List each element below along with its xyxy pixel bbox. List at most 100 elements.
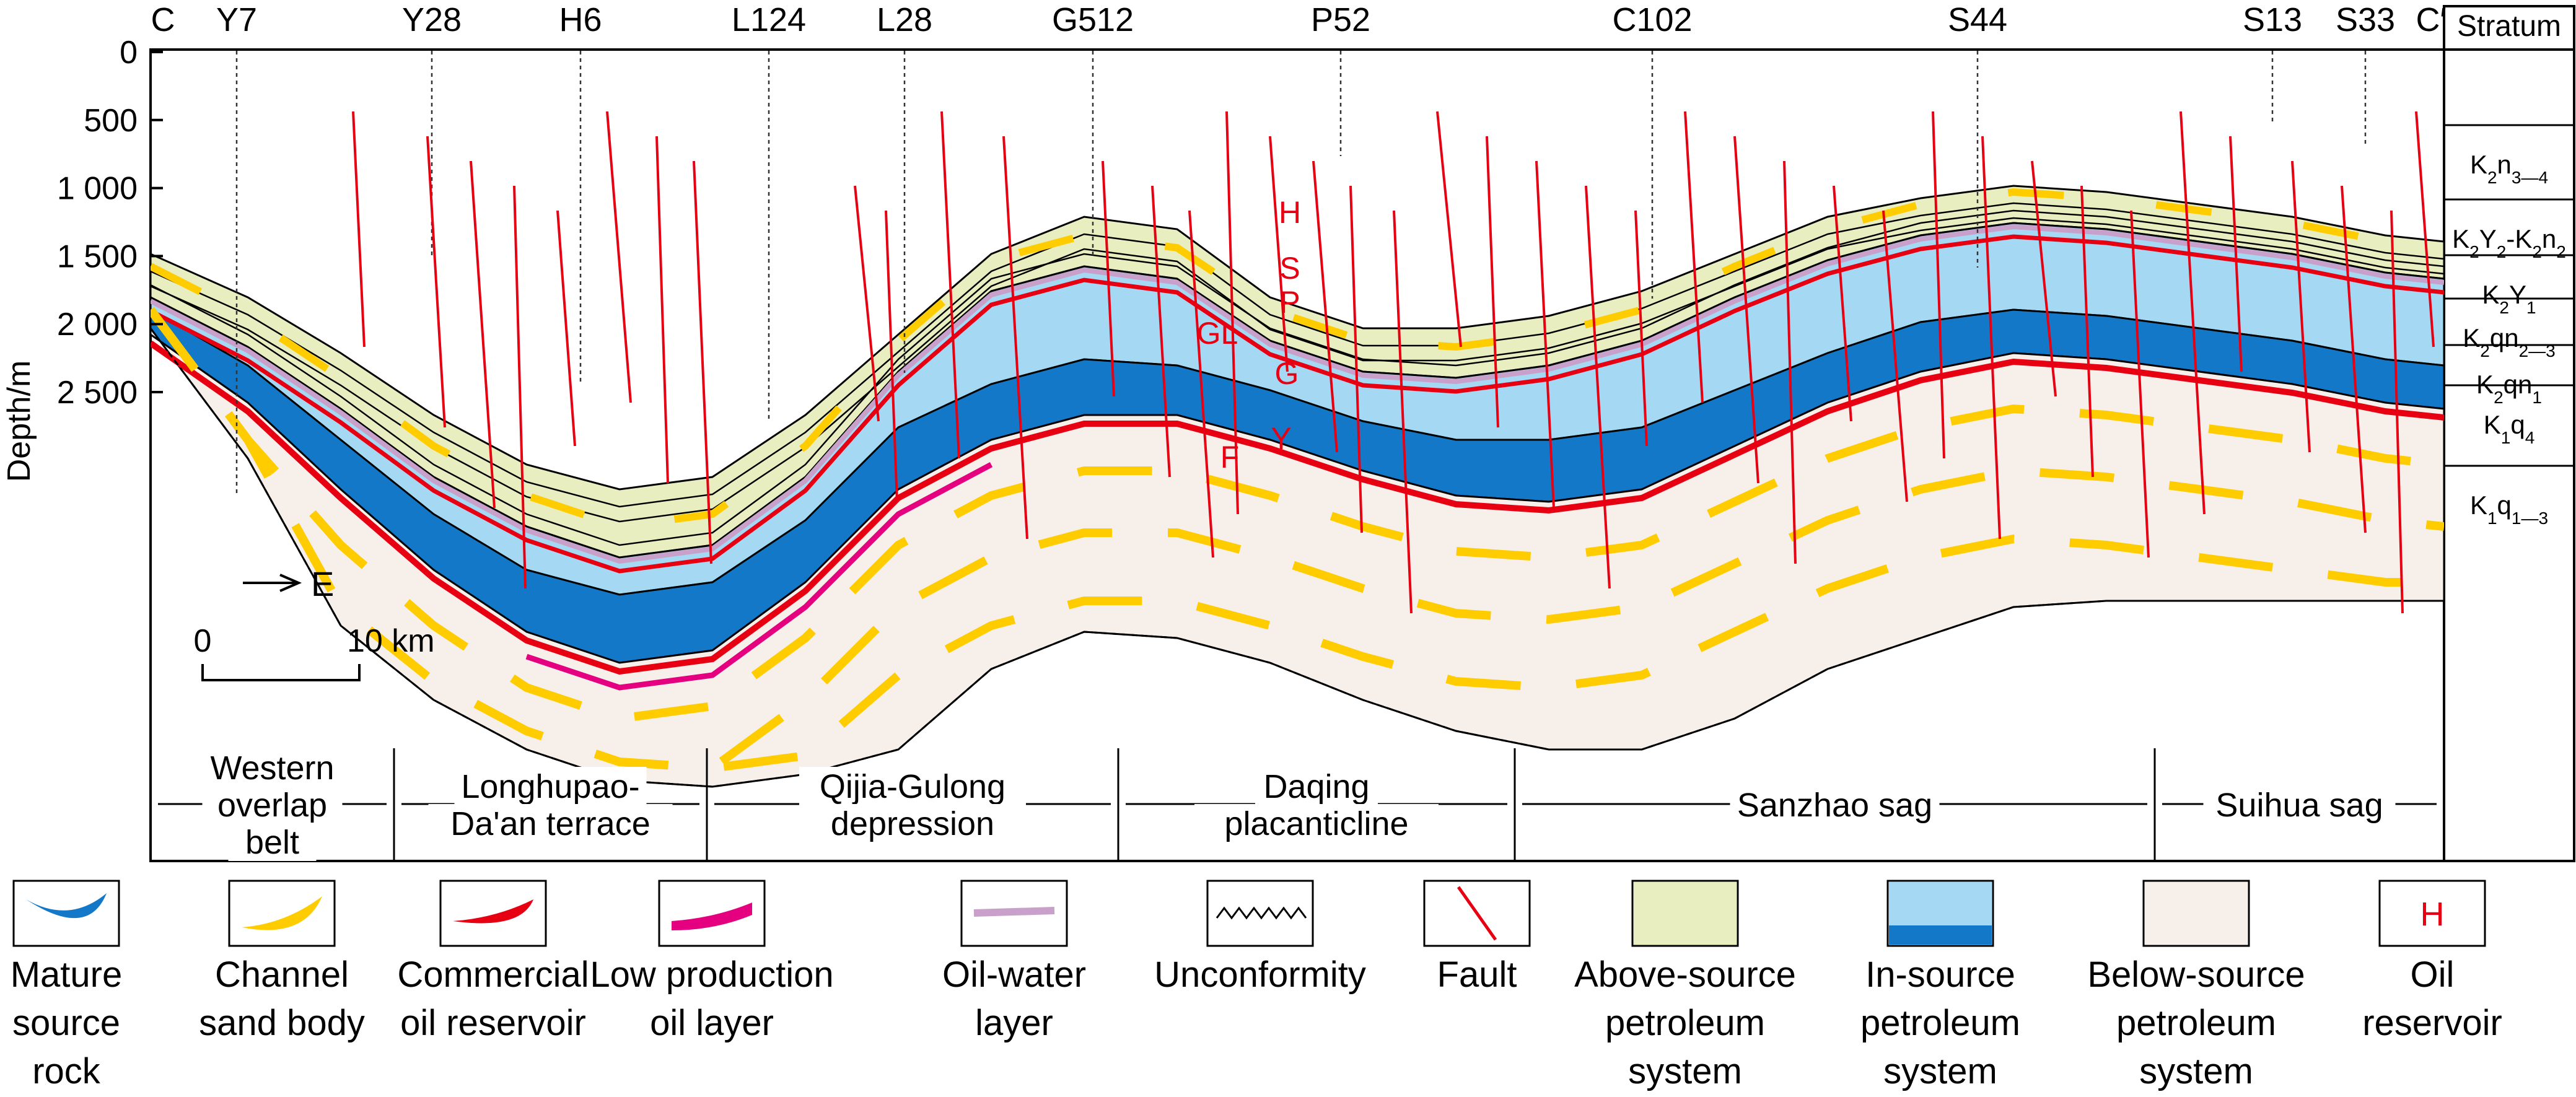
fault (2130, 210, 2150, 558)
depth-tick-label: 500 (84, 103, 138, 139)
fault (1436, 111, 1462, 347)
zone-label: Suihua sag (2215, 787, 2383, 824)
stratum-unit: K2qn2—3 (2463, 323, 2555, 361)
well-label: Y7 (216, 1, 257, 38)
zone-label: Daqing (1263, 768, 1369, 805)
fault (1151, 185, 1171, 478)
legend-label: Channel sand body (199, 955, 365, 1043)
fault (2080, 185, 2094, 478)
scale-bar-end: 10 km (347, 623, 435, 659)
reservoir-label: P (1279, 285, 1300, 320)
stratum-header: Stratum (2457, 10, 2561, 43)
zone-label-bg (799, 767, 1026, 805)
well-label: S44 (1948, 1, 2007, 38)
well-label: C102 (1612, 1, 1692, 38)
legend-swatch (242, 896, 322, 930)
fault (470, 160, 496, 509)
well-label: H6 (559, 1, 602, 38)
zone-label-bg (1194, 804, 1439, 842)
fault (2031, 160, 2057, 397)
unconformity (151, 328, 2444, 788)
channel-sand-body (151, 188, 2444, 531)
stratum-unit: K2qn1 (2476, 370, 2542, 407)
well-label: C (151, 1, 175, 38)
fault (2180, 111, 2206, 515)
legend-label: Oil-water layer (942, 955, 1087, 1043)
commercial-oil-reservoir (151, 234, 2444, 574)
fault (854, 185, 880, 422)
fault (1349, 185, 1363, 533)
commercial-oil-reservoir-icon (439, 880, 547, 947)
reservoir-label: Y (1271, 421, 1291, 456)
zone-label: belt (245, 824, 299, 861)
legend-swatch (1889, 925, 1992, 945)
well-label: C′ (2416, 1, 2446, 38)
fault (1312, 160, 1338, 453)
fault (1585, 185, 1611, 589)
zone-label: Da'an terrace (450, 805, 650, 842)
depth-axis-label: Depth/m (1, 361, 37, 483)
zone-label-bg (428, 804, 673, 842)
fault (2390, 210, 2404, 614)
zone-label-bg (2203, 785, 2396, 824)
reservoir-label: S (1279, 251, 1300, 286)
low-production-oil-layer (525, 462, 993, 691)
fault (2415, 111, 2435, 347)
fault (513, 185, 527, 589)
reservoir-label: H (1279, 195, 1301, 230)
fault (1833, 185, 1852, 422)
fault (1684, 111, 1704, 403)
channel-sand-body-icon (228, 880, 336, 947)
fault (1188, 210, 1214, 558)
legend-label: Fault (1437, 955, 1517, 995)
fault (1981, 136, 2001, 540)
zone-label: Longhupao- (461, 768, 639, 805)
legend-swatch (973, 907, 1055, 917)
legend-swatch (1634, 882, 1737, 945)
legend-swatch (453, 899, 533, 924)
well-label: L28 (877, 1, 932, 38)
legend-swatch (672, 903, 752, 930)
fault (1486, 136, 1499, 428)
stratum-unit: K2Y1 (2482, 280, 2536, 317)
legend-label: Oil reservoir (2362, 955, 2502, 1043)
zone-label: depression (831, 805, 994, 842)
legend-label: Low production oil layer (590, 955, 834, 1043)
legend-swatch (1457, 886, 1497, 941)
fault (1783, 160, 1797, 564)
legend-label: Unconformity (1154, 955, 1366, 995)
zone-label: Qijia-Gulong (820, 768, 1005, 805)
fault (426, 136, 446, 428)
legend-label: Mature source rock (10, 955, 123, 1091)
legend-swatch (26, 893, 107, 919)
depth-axis: 0 500 1 000 1 500 2 000 2 500 (57, 35, 163, 411)
fault (2229, 136, 2243, 372)
well-label: L124 (732, 1, 806, 38)
fault (1393, 210, 1413, 614)
legend: H (12, 880, 2486, 947)
oil-reservoir-icon (2378, 880, 2486, 947)
stratum-unit: K2Y2-K2n2 (2452, 224, 2566, 261)
stratum-unit: K1q1—3 (2470, 491, 2548, 528)
legend-swatch (1216, 906, 1307, 920)
well-label: S13 (2243, 1, 2302, 38)
legend-label: Below-source petroleum system (2087, 955, 2305, 1091)
zone-label: Western (210, 750, 334, 787)
fault (1269, 136, 1289, 372)
well-label: P52 (1311, 1, 1370, 38)
unconformity-icon (1206, 880, 1314, 947)
fault (2341, 185, 2367, 533)
zone-label-bg (228, 823, 317, 861)
legend-label: In-source petroleum system (1860, 955, 2020, 1091)
stratum-unit: K1q4 (2484, 410, 2535, 447)
zone-label-bg (1255, 767, 1378, 805)
legend-swatch (1889, 882, 1992, 925)
zone-label-bg (202, 748, 343, 787)
reservoir-label: G (1275, 356, 1299, 391)
faults (352, 111, 2435, 614)
fault (1225, 111, 1239, 515)
